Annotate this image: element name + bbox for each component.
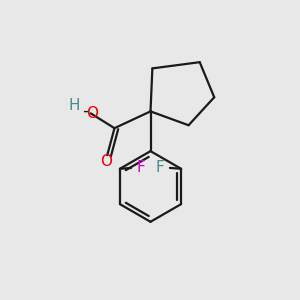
Text: O: O (86, 106, 98, 121)
Text: F: F (155, 160, 164, 175)
Text: F: F (137, 160, 146, 175)
Text: O: O (100, 154, 112, 169)
Text: -: - (82, 101, 89, 119)
Text: H: H (69, 98, 80, 113)
